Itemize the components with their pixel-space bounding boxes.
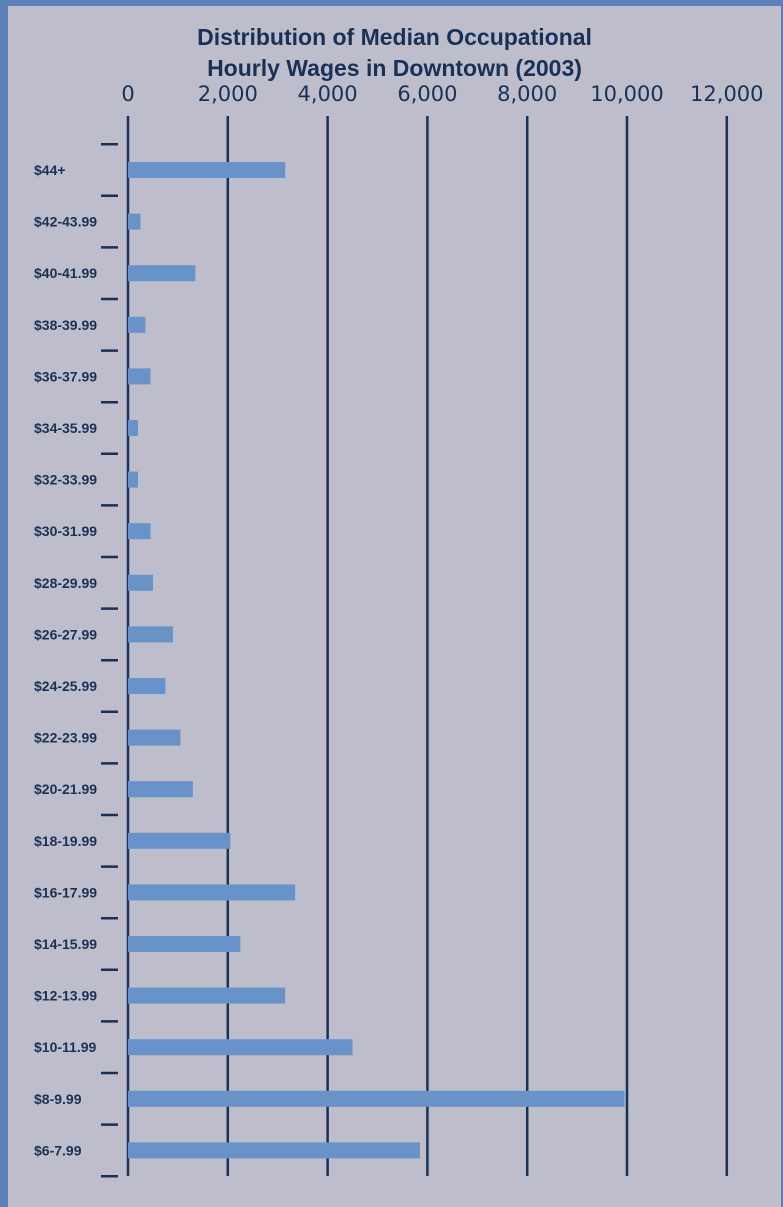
chart-title: Distribution of Median Occupational Hour… <box>8 22 781 84</box>
bar-17 <box>128 1039 353 1056</box>
category-label-18: $8-9.99 <box>34 1091 82 1107</box>
chart-frame: Distribution of Median Occupational Hour… <box>8 6 781 1207</box>
category-label-10: $24-25.99 <box>34 678 97 694</box>
category-label-0: $44+ <box>34 162 66 178</box>
chart-title-line-2: Hourly Wages in Downtown (2003) <box>207 55 582 81</box>
bar-13 <box>128 832 231 849</box>
bar-8 <box>128 574 153 591</box>
category-label-9: $26-27.99 <box>34 626 97 642</box>
category-label-8: $28-29.99 <box>34 575 97 591</box>
bar-6 <box>128 471 138 488</box>
bar-19 <box>128 1142 420 1159</box>
bar-12 <box>128 781 193 798</box>
category-label-7: $30-31.99 <box>34 523 97 539</box>
bar-0 <box>128 162 286 178</box>
bar-10 <box>128 678 166 694</box>
bar-2 <box>128 265 196 282</box>
category-label-14: $16-17.99 <box>34 884 97 900</box>
category-label-15: $14-15.99 <box>34 936 97 952</box>
bar-4 <box>128 368 151 385</box>
x-tick-label-3: 6,000 <box>397 82 457 106</box>
bar-1 <box>128 213 141 230</box>
bar-14 <box>128 884 296 901</box>
bar-15 <box>128 936 241 952</box>
category-label-16: $12-13.99 <box>34 988 97 1004</box>
x-tick-label-2: 4,000 <box>298 82 358 106</box>
category-label-1: $42-43.99 <box>34 214 97 230</box>
bar-3 <box>128 316 146 333</box>
x-tick-label-4: 8,000 <box>497 82 557 106</box>
category-label-13: $18-19.99 <box>34 833 97 849</box>
category-label-6: $32-33.99 <box>34 472 97 488</box>
x-tick-label-5: 10,000 <box>590 82 663 106</box>
category-label-17: $10-11.99 <box>34 1039 96 1055</box>
category-label-5: $34-35.99 <box>34 420 97 436</box>
x-tick-label-1: 2,000 <box>198 82 258 106</box>
bar-11 <box>128 729 181 746</box>
category-label-2: $40-41.99 <box>34 265 97 281</box>
bar-18 <box>128 1090 625 1107</box>
category-label-3: $38-39.99 <box>34 317 97 333</box>
bar-5 <box>128 420 138 436</box>
bar-9 <box>128 626 173 643</box>
bar-7 <box>128 523 151 540</box>
bar-16 <box>128 987 286 1004</box>
category-label-12: $20-21.99 <box>34 781 97 797</box>
category-label-4: $36-37.99 <box>34 368 97 384</box>
chart-title-line-1: Distribution of Median Occupational <box>197 24 592 50</box>
x-tick-label-6: 12,000 <box>690 82 763 106</box>
x-tick-label-0: 0 <box>121 82 134 106</box>
category-label-19: $6-7.99 <box>34 1142 82 1158</box>
category-label-11: $22-23.99 <box>34 730 97 746</box>
bar-chart: 0 2,000 4,000 6,000 8,000 10,000 12,000 $44+ $42… <box>34 82 764 1178</box>
